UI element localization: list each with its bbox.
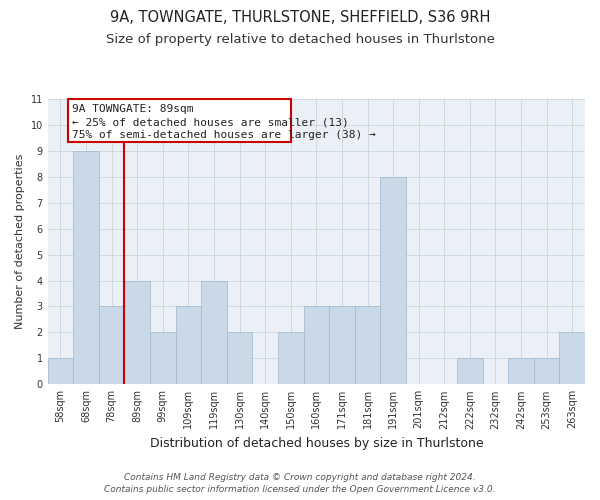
Bar — [304, 306, 329, 384]
Bar — [73, 151, 99, 384]
Bar — [534, 358, 559, 384]
X-axis label: Distribution of detached houses by size in Thurlstone: Distribution of detached houses by size … — [149, 437, 483, 450]
Text: Contains HM Land Registry data © Crown copyright and database right 2024.
Contai: Contains HM Land Registry data © Crown c… — [104, 472, 496, 494]
Bar — [47, 358, 73, 384]
Bar — [99, 306, 124, 384]
Bar — [227, 332, 253, 384]
Bar — [124, 280, 150, 384]
Bar — [329, 306, 355, 384]
Text: ← 25% of detached houses are smaller (13): ← 25% of detached houses are smaller (13… — [72, 118, 349, 128]
Bar — [380, 177, 406, 384]
Bar — [559, 332, 585, 384]
Text: Size of property relative to detached houses in Thurlstone: Size of property relative to detached ho… — [106, 32, 494, 46]
Bar — [176, 306, 201, 384]
Y-axis label: Number of detached properties: Number of detached properties — [15, 154, 25, 330]
Bar — [278, 332, 304, 384]
Bar — [201, 280, 227, 384]
Bar — [355, 306, 380, 384]
Bar — [150, 332, 176, 384]
Bar — [457, 358, 482, 384]
Bar — [508, 358, 534, 384]
Text: 9A, TOWNGATE, THURLSTONE, SHEFFIELD, S36 9RH: 9A, TOWNGATE, THURLSTONE, SHEFFIELD, S36… — [110, 10, 490, 25]
Text: 75% of semi-detached houses are larger (38) →: 75% of semi-detached houses are larger (… — [72, 130, 376, 140]
FancyBboxPatch shape — [68, 99, 291, 142]
Text: 9A TOWNGATE: 89sqm: 9A TOWNGATE: 89sqm — [72, 104, 193, 114]
